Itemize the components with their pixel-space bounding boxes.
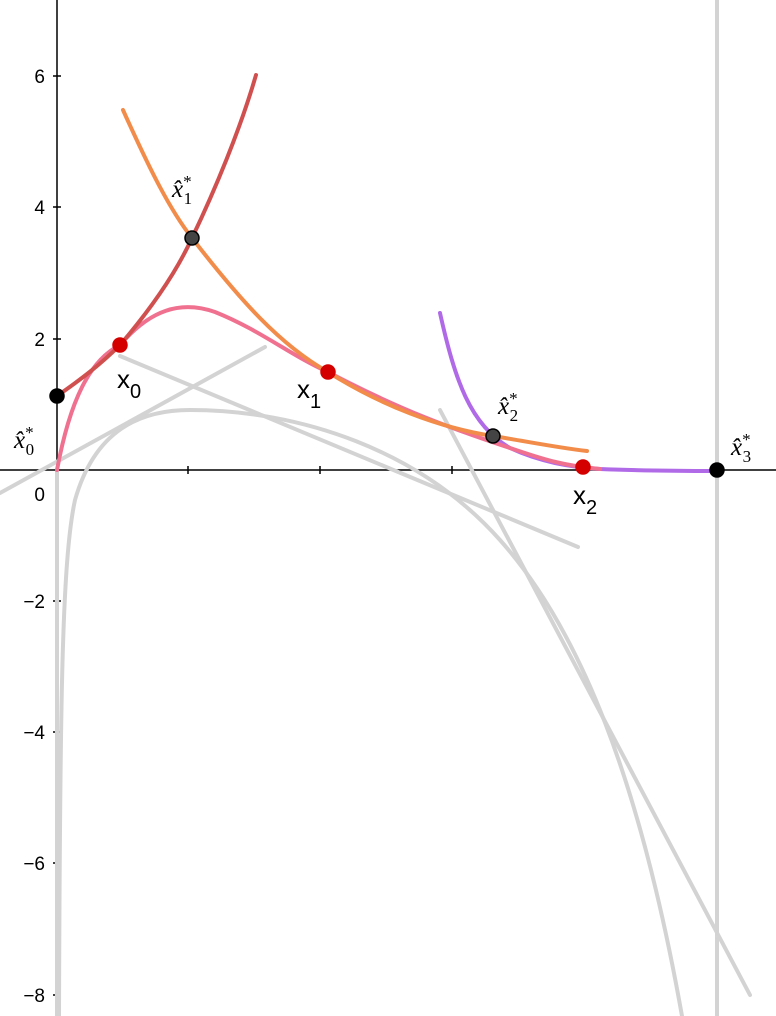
y-tick-label: −4 — [23, 723, 45, 744]
label-sub: 1 — [310, 391, 321, 413]
curve-pink — [55, 305, 602, 472]
label-sub: 0 — [26, 440, 35, 459]
label-base: x̂ — [171, 176, 183, 203]
point-label: x1 — [297, 374, 321, 413]
label-sub: 2 — [510, 406, 519, 425]
point-label: x̂* 3 — [730, 430, 751, 466]
y-tick-label: −6 — [23, 854, 45, 875]
label-sub: 1 — [184, 189, 193, 208]
curve-red — [55, 73, 258, 398]
point-label: x̂* 0 — [13, 423, 34, 459]
label-sub: 0 — [130, 381, 141, 403]
point-label: x̂* 2 — [497, 389, 518, 425]
label-sup: * — [25, 423, 34, 442]
y-tick-label: 6 — [34, 67, 45, 88]
label-base: x — [297, 374, 310, 404]
point-label: x̂* 1 — [171, 172, 192, 208]
points — [49, 230, 725, 478]
label-base: x̂ — [497, 393, 509, 420]
label-base: x̂ — [13, 427, 25, 454]
label-base: x̂ — [730, 434, 742, 461]
curve-purple — [438, 311, 719, 473]
y-tick-label: −2 — [23, 592, 45, 613]
y-tick-label: 0 — [34, 485, 45, 506]
label-sub: 2 — [586, 497, 597, 519]
label-sup: * — [742, 430, 751, 449]
construction-lines — [0, 0, 752, 1016]
label-base: x — [573, 480, 586, 510]
label-sub: 3 — [743, 447, 752, 466]
y-tick-label: 2 — [34, 330, 45, 351]
point-label: x0 — [117, 364, 141, 403]
label-base: x — [117, 364, 130, 394]
y-tick-label: 4 — [34, 198, 45, 219]
point-label: x2 — [573, 480, 597, 519]
label-sup: * — [183, 172, 192, 191]
y-tick-labels: 6 4 2 0 −2 −4 −6 −8 — [23, 67, 45, 1007]
y-tick-label: −8 — [23, 986, 45, 1007]
label-sup: * — [509, 389, 518, 408]
